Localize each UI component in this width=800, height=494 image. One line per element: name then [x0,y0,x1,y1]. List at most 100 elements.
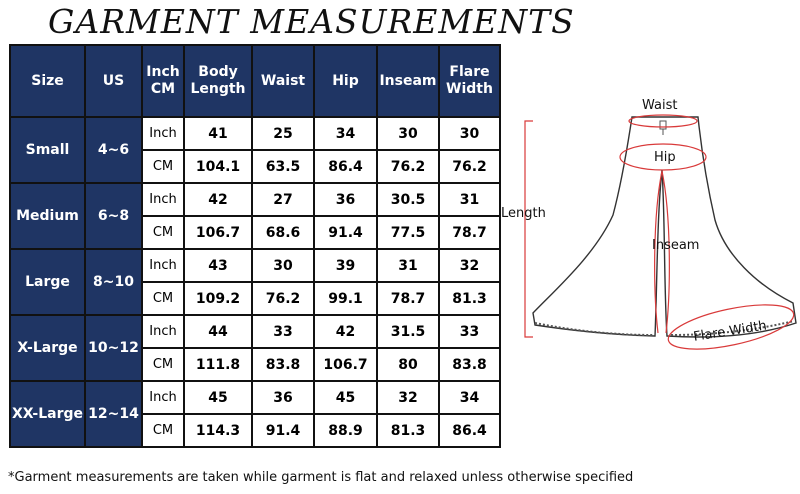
size-name: Small [9,116,86,184]
table-row: CM 111.8 83.8 106.7 80 83.8 [10,347,501,382]
cell-inseam: 80 [376,347,440,382]
table-row: CM 114.3 91.4 88.9 81.3 86.4 [10,413,501,448]
cell-body-length: 42 [183,182,253,217]
cell-hip: 39 [313,248,378,283]
cell-inseam: 30.5 [376,182,440,217]
cell-hip: 42 [313,314,378,349]
cell-waist: 83.8 [251,347,315,382]
cell-waist: 33 [251,314,315,349]
unit-label: Inch [141,182,185,217]
waist-label: Waist [642,98,677,113]
cell-inseam: 76.2 [376,149,440,184]
page-title: GARMENT MEASUREMENTS [48,2,575,41]
lace-hem-left [534,322,654,336]
header-body-length: Body Length [183,44,253,118]
hip-marker [619,143,707,171]
us-size: 12~14 [84,380,143,448]
header-hip: Hip [313,44,378,118]
cell-inseam: 31 [376,248,440,283]
unit-label: Inch [141,116,185,151]
cell-waist: 36 [251,380,315,415]
waist-marker [628,114,698,128]
cell-body-length: 106.7 [183,215,253,250]
us-size: 4~6 [84,116,143,184]
header-flare-width: Flare Width [438,44,501,118]
cell-flare-width: 31 [438,182,501,217]
cell-inseam: 77.5 [376,215,440,250]
cell-waist: 27 [251,182,315,217]
size-name: X-Large [9,314,86,382]
footnote: *Garment measurements are taken while ga… [8,470,634,485]
unit-label: Inch [141,380,185,415]
cell-flare-width: 76.2 [438,149,501,184]
cell-hip: 91.4 [313,215,378,250]
cell-body-length: 44 [183,314,253,349]
cell-hip: 34 [313,116,378,151]
length-bracket [524,120,533,338]
table-row: CM 104.1 63.5 86.4 76.2 76.2 [10,149,501,184]
header-unit: Inch CM [141,44,185,118]
cell-body-length: 41 [183,116,253,151]
length-label: Length [501,206,546,221]
size-name: Medium [9,182,86,250]
cell-waist: 30 [251,248,315,283]
cell-body-length: 109.2 [183,281,253,316]
us-size: 8~10 [84,248,143,316]
size-name: XX-Large [9,380,86,448]
cell-flare-width: 83.8 [438,347,501,382]
unit-label: Inch [141,314,185,349]
cell-inseam: 31.5 [376,314,440,349]
cell-waist: 25 [251,116,315,151]
cell-body-length: 104.1 [183,149,253,184]
cell-waist: 68.6 [251,215,315,250]
cell-flare-width: 33 [438,314,501,349]
table-row: X-Large 10~12 Inch 44 33 42 31.5 33 [9,314,501,382]
unit-label: CM [141,215,185,250]
us-size: 6~8 [84,182,143,250]
size-name: Large [9,248,86,316]
cell-inseam: 30 [376,116,440,151]
cell-inseam: 81.3 [376,413,440,448]
header-size: Size [9,44,86,118]
inseam-marker [654,170,670,334]
cell-waist: 76.2 [251,281,315,316]
skirt-diagram: Waist Hip Length Inseam Flare Width [501,98,797,350]
flare-width-marker [667,304,795,350]
table-row: Medium 6~8 Inch 42 27 36 30.5 31 [9,182,501,250]
cell-waist: 63.5 [251,149,315,184]
cell-waist: 91.4 [251,413,315,448]
table-row: CM 106.7 68.6 91.4 77.5 78.7 [10,215,501,250]
cell-hip: 45 [313,380,378,415]
cell-inseam: 78.7 [376,281,440,316]
cell-flare-width: 81.3 [438,281,501,316]
cell-flare-width: 34 [438,380,501,415]
table-row: Large 8~10 Inch 43 30 39 31 32 [9,248,501,316]
size-chart-table: Size US Inch CM Body Length Waist Hip Inse… [9,44,501,448]
table-row: Small 4~6 Inch 41 25 34 30 30 [9,116,501,184]
cell-hip: 36 [313,182,378,217]
header-us: US [84,44,143,118]
cell-flare-width: 86.4 [438,413,501,448]
cell-hip: 86.4 [313,149,378,184]
inseam-label: Inseam [652,238,699,253]
cell-body-length: 111.8 [183,347,253,382]
unit-label: CM [141,281,185,316]
table-row: XX-Large 12~14 Inch 45 36 45 32 34 [9,380,501,448]
table-row: CM 109.2 76.2 99.1 78.7 81.3 [10,281,501,316]
cell-hip: 106.7 [313,347,378,382]
cell-body-length: 114.3 [183,413,253,448]
cell-hip: 99.1 [313,281,378,316]
unit-label: Inch [141,248,185,283]
cell-inseam: 32 [376,380,440,415]
hip-label: Hip [654,150,676,165]
cell-flare-width: 30 [438,116,501,151]
unit-label: CM [141,413,185,448]
header-inseam: Inseam [376,44,440,118]
cell-flare-width: 78.7 [438,215,501,250]
us-size: 10~12 [84,314,143,382]
cell-hip: 88.9 [313,413,378,448]
header-waist: Waist [251,44,315,118]
unit-label: CM [141,347,185,382]
unit-label: CM [141,149,185,184]
cell-flare-width: 32 [438,248,501,283]
